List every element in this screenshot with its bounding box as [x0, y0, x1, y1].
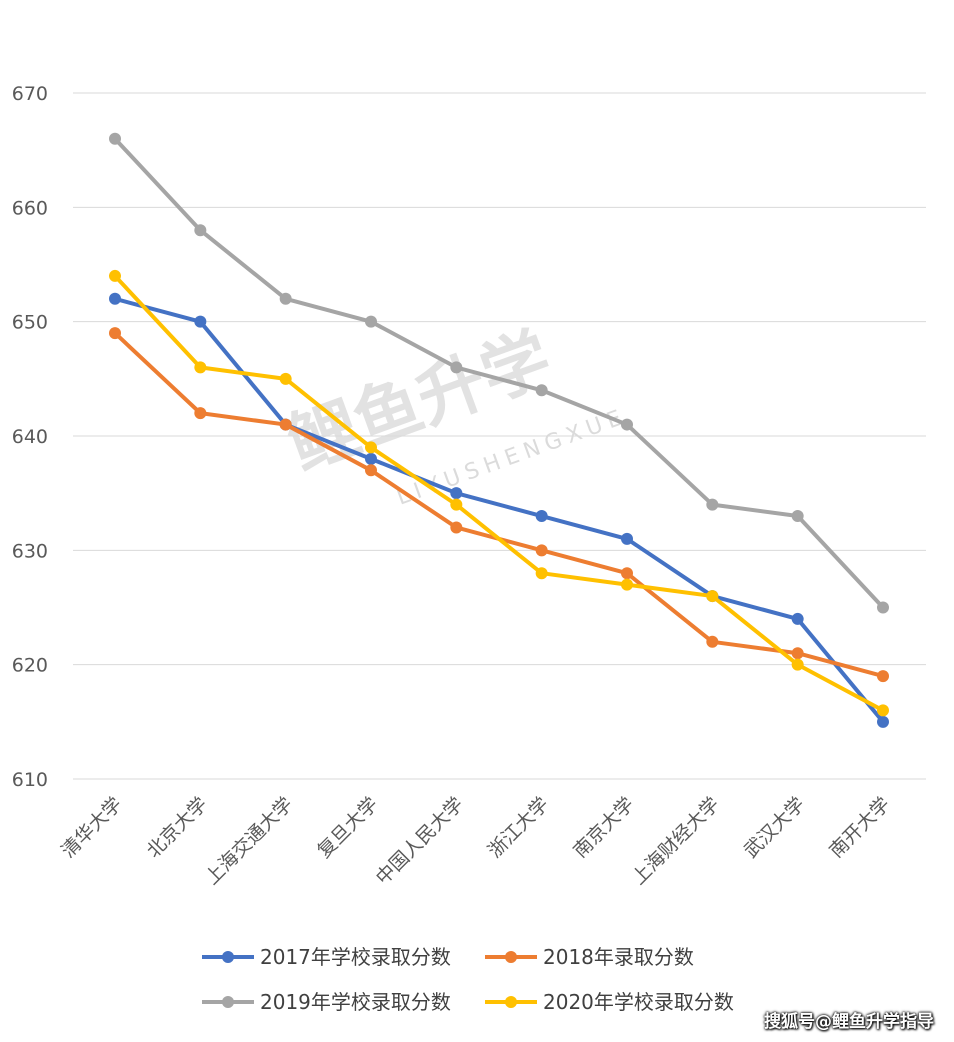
x-category-label: 上海交通大学: [201, 793, 297, 889]
y-tick-label: 650: [12, 312, 48, 334]
legend-item: 2017年学校录取分数: [202, 945, 451, 969]
data-point: [194, 315, 207, 328]
data-point: [706, 590, 719, 603]
source-credit: 搜狐号@鲤鱼升学指导: [764, 1012, 934, 1032]
data-point: [621, 567, 633, 580]
data-point: [279, 292, 292, 305]
legend-label: 2020年学校录取分数: [543, 990, 734, 1014]
y-tick-label: 670: [12, 83, 48, 105]
x-category-label: 武汉大学: [740, 793, 809, 862]
x-category-label: 南开大学: [825, 793, 894, 862]
data-point: [791, 658, 804, 671]
x-category-label: 上海财经大学: [628, 793, 724, 889]
x-category-label: 北京大学: [143, 793, 212, 862]
data-point: [535, 384, 548, 397]
legend-marker: [222, 951, 234, 963]
y-axis: 670 660 650 640 630 620 610: [12, 83, 48, 791]
x-category-label: 清华大学: [57, 793, 126, 862]
data-point: [535, 544, 548, 557]
legend-marker: [505, 996, 517, 1008]
data-point: [706, 635, 719, 648]
data-point: [877, 715, 889, 728]
series-4: [109, 269, 889, 717]
x-category-label: 中国人民大学: [372, 793, 468, 889]
legend-label: 2019年学校录取分数: [260, 990, 451, 1014]
data-point: [365, 452, 377, 465]
y-tick-label: 660: [12, 197, 48, 219]
series-group: [109, 132, 889, 728]
series-line: [113, 273, 885, 713]
data-point: [109, 132, 121, 145]
data-point: [621, 532, 633, 545]
x-category-label: 南京大学: [569, 793, 638, 862]
series-line: [113, 136, 885, 610]
data-point: [365, 315, 377, 328]
data-point: [109, 327, 121, 340]
data-point: [791, 612, 804, 625]
data-point: [194, 224, 207, 237]
data-point: [535, 510, 548, 523]
data-point: [791, 510, 804, 523]
data-point: [450, 487, 463, 500]
data-point: [279, 418, 292, 431]
data-point: [365, 464, 377, 477]
x-category-label: 复旦大学: [313, 793, 382, 862]
data-point: [109, 292, 121, 305]
y-tick-label: 630: [12, 540, 48, 562]
data-point: [535, 567, 548, 580]
data-point: [877, 670, 889, 683]
data-point: [450, 521, 463, 534]
data-point: [450, 498, 463, 511]
gridlines: [73, 92, 926, 780]
data-point: [877, 704, 889, 717]
data-point: [621, 578, 633, 591]
legend-label: 2018年录取分数: [543, 945, 694, 969]
data-point: [194, 407, 207, 420]
legend-item: 2020年学校录取分数: [485, 990, 734, 1014]
data-point: [706, 498, 719, 511]
data-point: [194, 361, 207, 374]
legend-marker: [505, 951, 517, 963]
data-point: [365, 441, 377, 454]
legend-label: 2017年学校录取分数: [260, 945, 451, 969]
series-3: [109, 132, 889, 614]
data-point: [279, 372, 292, 385]
y-tick-label: 640: [12, 426, 48, 448]
data-point: [450, 361, 463, 374]
legend-marker: [222, 996, 234, 1008]
legend-item: 2018年录取分数: [485, 945, 694, 969]
y-tick-label: 610: [12, 769, 48, 791]
x-category-label: 浙江大学: [484, 793, 553, 862]
legend: 2017年学校录取分数 2018年录取分数 2019年学校录取分数 2020年学校录取…: [202, 945, 734, 1014]
y-tick-label: 620: [12, 655, 48, 677]
data-point: [877, 601, 889, 614]
legend-item: 2019年学校录取分数: [202, 990, 451, 1014]
data-point: [791, 647, 804, 660]
data-point: [621, 418, 633, 431]
data-point: [109, 269, 121, 282]
